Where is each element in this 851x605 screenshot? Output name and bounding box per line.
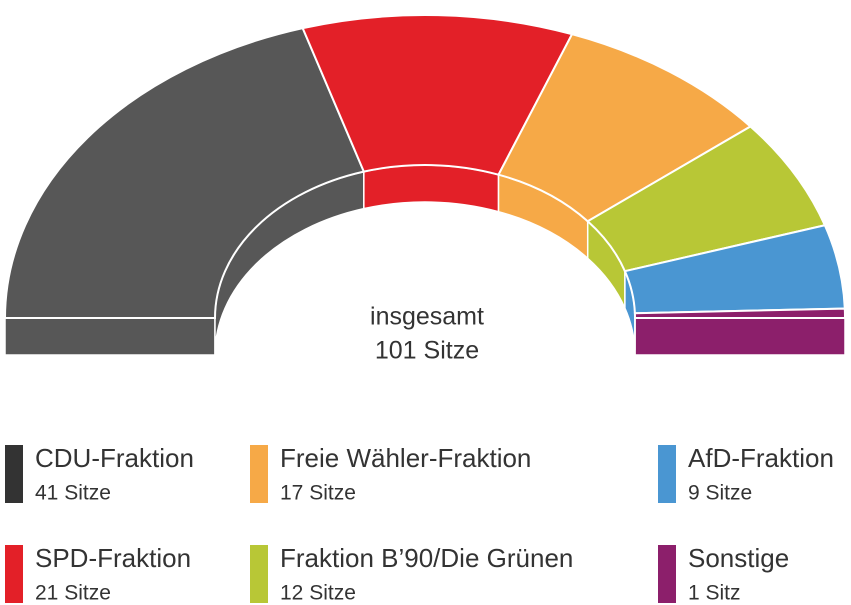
segment-side bbox=[363, 164, 500, 213]
legend-value: 21 Sitze bbox=[35, 582, 111, 605]
legend-label: Freie Wähler-Fraktion bbox=[280, 443, 531, 473]
segment bbox=[301, 14, 574, 176]
legend-label: CDU-Fraktion bbox=[35, 443, 194, 473]
center-label: insgesamt bbox=[370, 303, 484, 331]
legend-value: 17 Sitze bbox=[280, 482, 356, 505]
legend-swatch bbox=[5, 445, 23, 503]
segment bbox=[3, 26, 366, 319]
segment bbox=[633, 307, 847, 319]
legend-label: Fraktion B’90/Die Grünen bbox=[280, 543, 573, 573]
center-total: 101 Sitze bbox=[375, 337, 479, 365]
legend-label: AfD-Fraktion bbox=[688, 443, 834, 473]
legend-swatch bbox=[5, 545, 23, 603]
segment-end bbox=[4, 317, 216, 356]
legend-label: Sonstige bbox=[688, 543, 789, 573]
legend-label: SPD-Fraktion bbox=[35, 543, 191, 573]
legend-swatch bbox=[658, 445, 676, 503]
legend-value: 9 Sitze bbox=[688, 482, 752, 505]
segment-end bbox=[634, 317, 846, 356]
legend-swatch bbox=[658, 545, 676, 603]
legend-swatch bbox=[250, 445, 268, 503]
legend-swatch bbox=[250, 545, 268, 603]
legend-value: 41 Sitze bbox=[35, 482, 111, 505]
legend-value: 1 Sitz bbox=[688, 582, 741, 605]
legend-value: 12 Sitze bbox=[280, 582, 356, 605]
